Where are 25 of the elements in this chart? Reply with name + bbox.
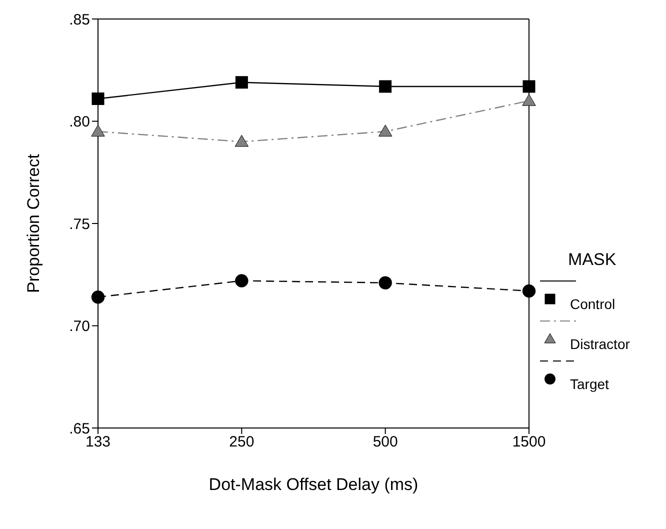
point	[91, 124, 105, 137]
point	[378, 124, 392, 137]
point	[91, 290, 105, 304]
point	[522, 80, 536, 93]
legend-label: Distractor	[570, 336, 630, 352]
y-tick-label: .85	[69, 11, 90, 28]
point	[522, 94, 536, 106]
x-tick-label: 500	[372, 434, 398, 451]
y-tick-label: .75	[69, 216, 90, 233]
y-tick-label: .80	[69, 114, 90, 131]
point	[92, 92, 104, 106]
y-axis-title: Proportion Correct	[24, 154, 44, 293]
x-tick-label: 250	[229, 434, 254, 451]
point	[379, 80, 392, 93]
x-axis-title: Dot-Mask Offset Delay (ms)	[208, 475, 418, 494]
y-tick-label: .70	[69, 318, 90, 336]
x-tick-label: 1500	[512, 434, 546, 451]
point	[378, 276, 392, 290]
legend-label: Target	[570, 376, 609, 392]
legend-label: Control	[570, 296, 616, 312]
point	[235, 274, 248, 288]
point	[235, 76, 248, 89]
point	[522, 284, 536, 298]
point	[234, 134, 249, 147]
legend-title: MASK	[568, 250, 618, 270]
